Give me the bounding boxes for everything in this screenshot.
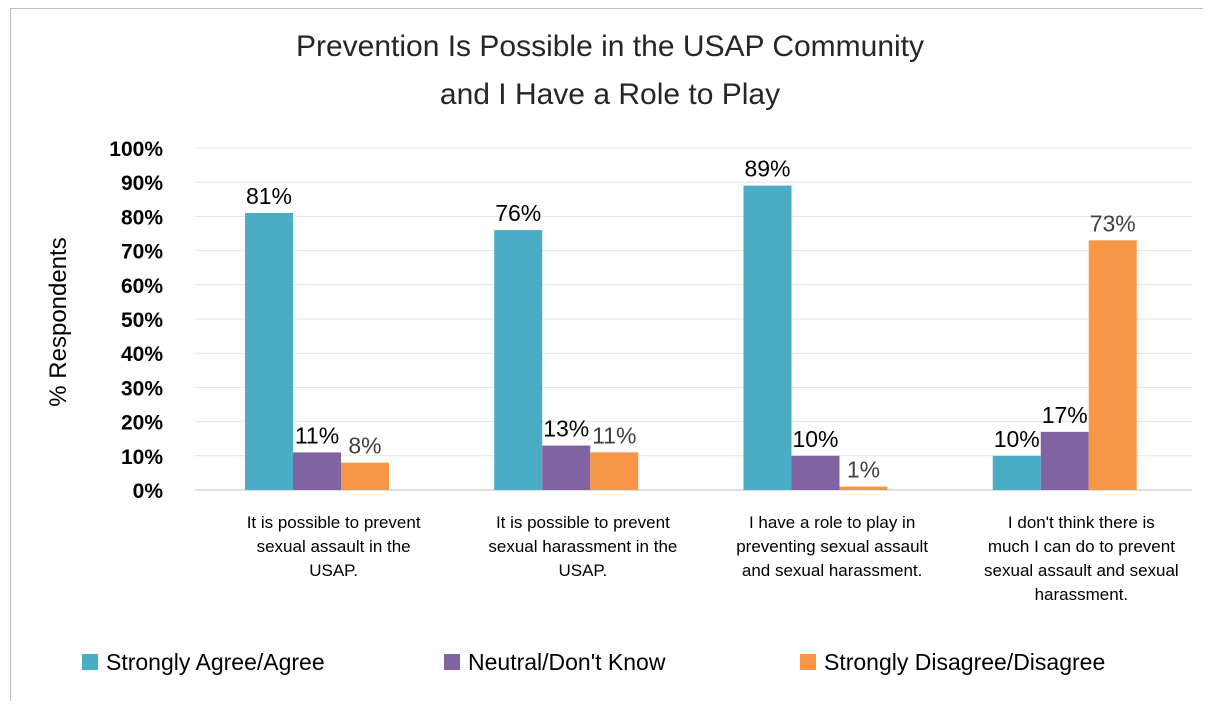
category-label: I have a role to play in: [749, 513, 915, 532]
y-tick-label: 0%: [133, 480, 164, 503]
y-tick-label: 50%: [121, 309, 163, 332]
data-label: 8%: [348, 433, 381, 459]
category-label: sexual assault and sexual: [984, 561, 1179, 580]
y-tick-label: 10%: [121, 446, 163, 469]
data-label: 76%: [495, 200, 541, 226]
bar-series-1-cat-1: [542, 445, 591, 490]
category-label: sexual assault in the: [257, 537, 411, 556]
y-tick-label: 30%: [121, 377, 163, 400]
category-label: sexual harassment in the: [488, 537, 677, 556]
data-label: 81%: [246, 183, 292, 209]
category-label: USAP.: [558, 561, 607, 580]
data-label: 13%: [543, 416, 589, 442]
y-axis-ticks: 0% 10% 20% 30% 40% 50% 60% 70% 80% 90% 100%: [109, 138, 163, 503]
category-label: I don't think there is: [1008, 513, 1155, 532]
data-label: 10%: [792, 426, 838, 452]
y-tick-label: 90%: [121, 172, 163, 195]
legend-label: Strongly Agree/Agree: [106, 649, 325, 675]
y-axis-label: % Respondents: [45, 237, 72, 406]
bar-series-1-cat-0: [293, 452, 341, 490]
category-label: It is possible to prevent: [247, 513, 421, 532]
chart-title-line-1: Prevention Is Possible in the USAP Commu…: [296, 30, 924, 63]
category-label: much I can do to prevent: [988, 537, 1175, 556]
bar-series-1-cat-3: [1040, 431, 1089, 490]
category-label: USAP.: [309, 561, 358, 580]
bar-series-0-cat-1: [494, 230, 543, 490]
data-labels: 81%76%89%10%11% 13% 10%17%8% 11%1%73%: [246, 156, 1136, 483]
bar-series-2-cat-1: [590, 452, 639, 490]
bar-series-1-cat-2: [791, 455, 840, 490]
bar-series-2-cat-2: [839, 486, 888, 490]
data-label: 73%: [1090, 210, 1136, 236]
bar-series-2-cat-0: [341, 462, 389, 490]
data-label: 1%: [847, 457, 880, 483]
chart-title-line-2: and I Have a Role to Play: [440, 78, 780, 111]
gridlines: [195, 147, 1192, 491]
legend-swatch-2: [800, 654, 816, 670]
bar-series-0-cat-3: [992, 455, 1041, 490]
legend: Strongly Agree/Agree Neutral/Don't Know St…: [82, 649, 1105, 675]
category-label: and sexual harassment.: [742, 561, 923, 580]
data-label: 11%: [592, 422, 636, 448]
y-tick-label: 20%: [121, 412, 163, 435]
bars: [245, 185, 1137, 491]
legend-label: Neutral/Don't Know: [468, 649, 666, 675]
bar-series-0-cat-2: [743, 185, 792, 490]
category-label: preventing sexual assault: [736, 537, 928, 556]
legend-label: Strongly Disagree/Disagree: [824, 649, 1105, 675]
chart-frame: [10, 8, 1203, 701]
data-label: 17%: [1042, 402, 1088, 428]
y-tick-label: 80%: [121, 206, 163, 229]
y-tick-label: 60%: [121, 275, 163, 298]
bar-series-2-cat-3: [1088, 240, 1137, 490]
x-axis-categories: It is possible to prevent sexual assault …: [247, 513, 1179, 604]
y-tick-label: 100%: [109, 138, 163, 161]
chart-title: Prevention Is Possible in the USAP Commu…: [296, 30, 924, 111]
category-label: It is possible to prevent: [496, 513, 670, 532]
data-label: 11%: [295, 422, 339, 448]
y-tick-label: 70%: [121, 241, 163, 264]
data-label: 10%: [994, 426, 1040, 452]
legend-swatch-1: [444, 654, 460, 670]
bar-series-0-cat-0: [245, 212, 293, 491]
legend-swatch-0: [82, 654, 98, 670]
data-label: 89%: [744, 156, 790, 182]
y-tick-label: 40%: [121, 343, 163, 366]
category-label: harassment.: [1035, 585, 1129, 604]
